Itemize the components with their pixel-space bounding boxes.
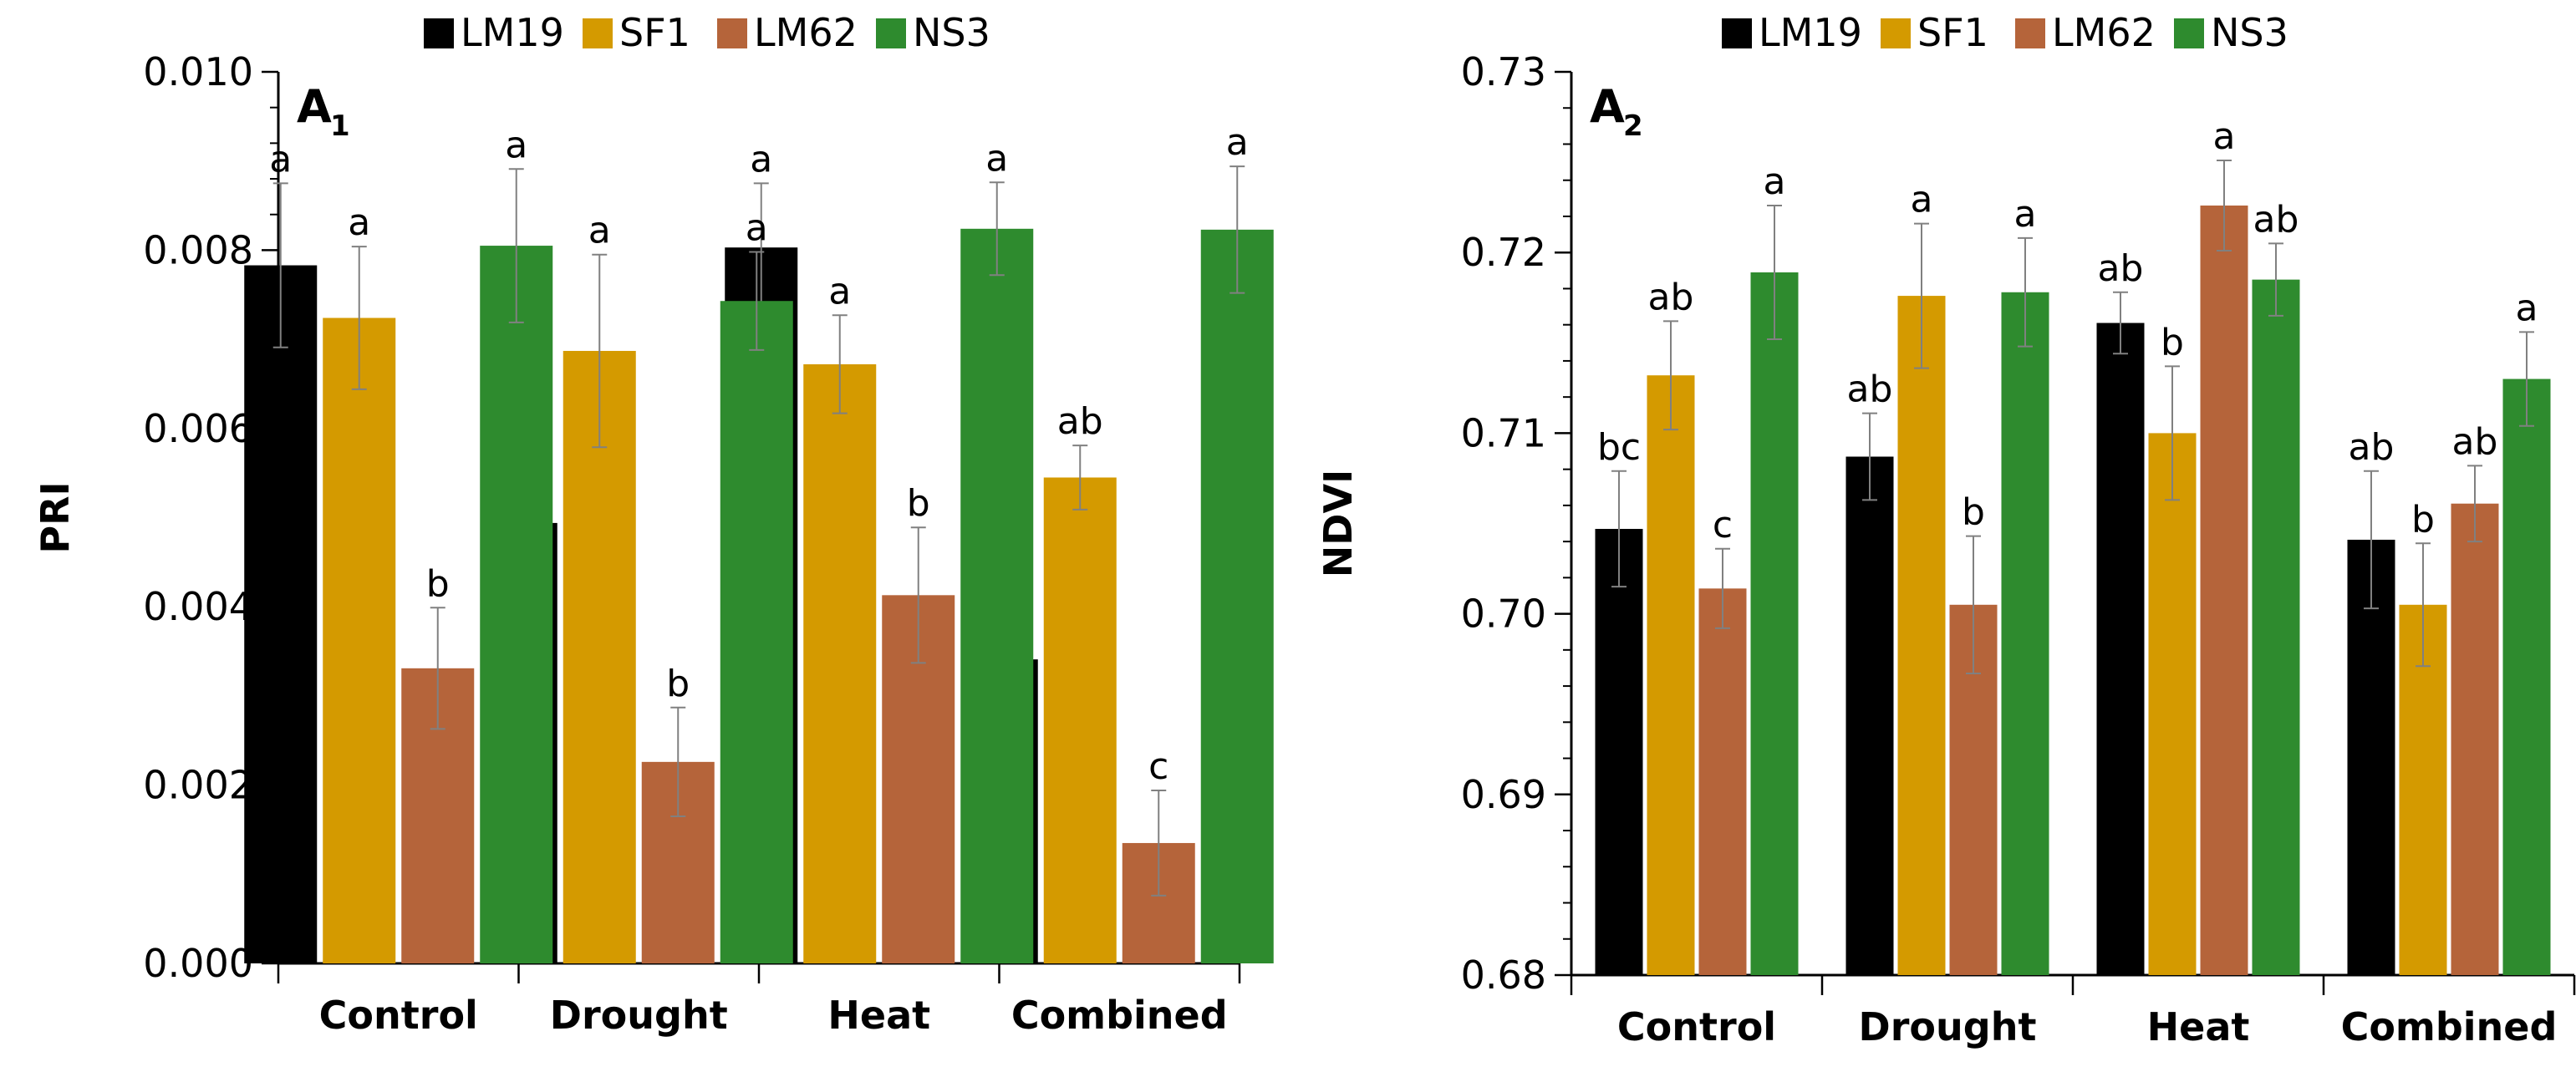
x-category-label: Heat	[827, 993, 930, 1038]
bar-ns3	[2252, 279, 2300, 975]
bar-ns3	[2502, 379, 2551, 975]
significance-letter: b	[426, 562, 450, 605]
y-axis-label: PRI	[33, 481, 78, 553]
significance-letter: ab	[2452, 420, 2498, 463]
significance-letter: b	[1962, 491, 1985, 534]
legend-label: NS3	[2211, 10, 2288, 55]
significance-letter: ab	[1057, 400, 1103, 443]
significance-letter: b	[2161, 321, 2184, 363]
legend-label: LM19	[461, 10, 564, 55]
y-tick-label: 0.010	[143, 49, 253, 94]
significance-letter: ab	[2349, 426, 2395, 469]
bar-ns3	[1750, 272, 1799, 975]
legend-swatch-ns3	[876, 18, 906, 48]
bar-lm62	[2451, 503, 2499, 975]
legend-label: LM19	[1759, 10, 1862, 55]
bar-ns3	[720, 301, 793, 963]
bar-sf1	[2148, 433, 2197, 975]
significance-letter: a	[588, 210, 611, 252]
bar-sf1	[563, 350, 636, 963]
y-tick-label: 0.008	[143, 227, 253, 272]
bar-lm19	[244, 265, 318, 963]
significance-letter: a	[2014, 193, 2037, 236]
panel-label: A	[1590, 80, 1625, 133]
y-axis-label: NDVI	[1316, 470, 1361, 577]
y-tick-label: 0.72	[1461, 230, 1546, 275]
y-tick-label: 0.006	[143, 406, 253, 451]
x-category-label: Combined	[2341, 1004, 2558, 1049]
bar-sf1	[803, 363, 877, 963]
y-tick-label: 0.71	[1461, 410, 1546, 455]
legend-label: SF1	[619, 10, 690, 55]
y-tick-label: 0.002	[143, 763, 253, 808]
significance-letter: a	[750, 138, 772, 180]
significance-letter: a	[269, 138, 292, 180]
x-category-label: Control	[1617, 1004, 1776, 1049]
significance-letter: a	[746, 207, 768, 250]
legend-swatch-lm19	[1722, 18, 1752, 48]
bar-lm19	[2096, 323, 2145, 975]
bar-ns3	[960, 228, 1034, 963]
legend-swatch-lm62	[717, 18, 747, 48]
significance-letter: ab	[1648, 276, 1694, 318]
bar-lm19	[1595, 528, 1643, 975]
significance-letter: a	[1226, 121, 1249, 164]
legend-label: LM62	[754, 10, 858, 55]
legend-label: LM62	[2052, 10, 2156, 55]
x-category-label: Heat	[2147, 1004, 2250, 1049]
bar-lm19	[1845, 456, 1894, 975]
chart-panel-ndvi: 0.68 0.69 0.70 0.71 0.72 0.73 Control Drought He…	[1316, 10, 2576, 1049]
y-tick-label: 0.73	[1461, 49, 1546, 94]
significance-letter: a	[828, 270, 851, 312]
significance-letter: a	[2213, 115, 2236, 158]
significance-letter: b	[2411, 498, 2435, 541]
x-category-label: Drought	[1859, 1004, 2037, 1049]
legend-swatch-sf1	[1881, 18, 1911, 48]
bar-ns3	[480, 246, 553, 963]
panel-label-subscript: 1	[330, 109, 350, 143]
panel-label: A	[297, 80, 332, 133]
y-tick-label: 0.000	[143, 941, 253, 986]
significance-letter: b	[907, 482, 930, 525]
significance-letter: a	[505, 124, 527, 166]
x-category-label: Combined	[1011, 993, 1228, 1038]
chart-panel-pri: 0.000 0.002 0.004 0.006 0.008 0.010 Control Dro…	[33, 10, 1274, 1038]
bar-lm62	[1698, 588, 1747, 975]
significance-letter: a	[1911, 179, 1933, 221]
x-category-label: Control	[319, 993, 478, 1038]
significance-letter: a	[1764, 160, 1786, 203]
bar-ns3	[1200, 229, 1274, 963]
y-tick-label: 0.70	[1461, 592, 1546, 637]
significance-letter: a	[348, 201, 370, 244]
significance-letter: c	[1148, 745, 1168, 788]
bar-sf1	[323, 318, 396, 963]
x-category-label: Drought	[550, 993, 728, 1038]
panel-label-subscript: 2	[1623, 109, 1643, 143]
legend-swatch-ns3	[2174, 18, 2204, 48]
legend-swatch-lm19	[424, 18, 454, 48]
significance-letter: b	[666, 663, 690, 705]
bar-ns3	[2001, 292, 2049, 975]
bar-sf1	[1043, 477, 1117, 963]
legend-swatch-lm62	[2015, 18, 2045, 48]
significance-letter: c	[1713, 504, 1733, 546]
y-tick-label: 0.004	[143, 584, 253, 629]
significance-letter: a	[985, 137, 1008, 180]
y-tick-label: 0.68	[1461, 953, 1546, 998]
legend-swatch-sf1	[583, 18, 613, 48]
bar-sf1	[1647, 375, 1695, 975]
significance-letter: bc	[1597, 426, 1641, 469]
bar-lm62	[2200, 205, 2248, 975]
significance-letter: a	[2516, 287, 2538, 329]
legend-label: NS3	[913, 10, 990, 55]
significance-letter: ab	[2253, 198, 2299, 241]
significance-letter: ab	[1847, 368, 1893, 411]
y-tick-label: 0.69	[1461, 772, 1546, 817]
legend-label: SF1	[1917, 10, 1988, 55]
bar-lm19	[2347, 539, 2395, 975]
bar-sf1	[1897, 296, 1946, 975]
significance-letter: ab	[2098, 247, 2144, 290]
